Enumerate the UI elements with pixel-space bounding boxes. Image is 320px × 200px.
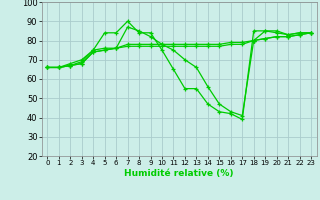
X-axis label: Humidité relative (%): Humidité relative (%) [124,169,234,178]
